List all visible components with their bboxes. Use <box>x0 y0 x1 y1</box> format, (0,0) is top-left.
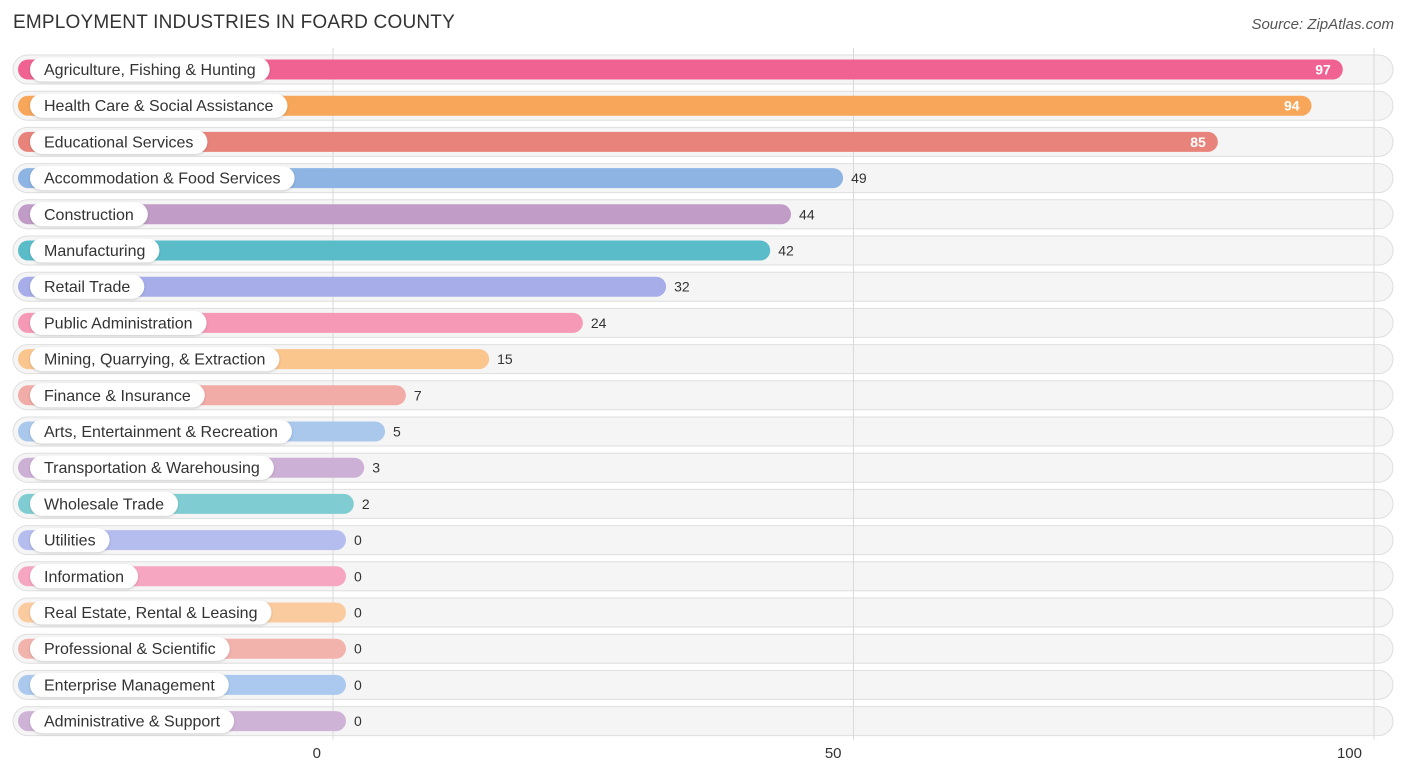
category-label: Agriculture, Fishing & Hunting <box>44 62 256 79</box>
category-label-pill <box>30 709 235 734</box>
value-label: 24 <box>591 315 607 331</box>
row-track <box>12 488 1394 519</box>
category-label-pill <box>30 202 148 227</box>
bar <box>18 131 1218 152</box>
category-label: Educational Services <box>44 134 193 151</box>
x-tick-label: 50 <box>825 745 842 762</box>
row-track <box>12 633 1394 664</box>
category-label-pill <box>30 564 139 589</box>
category-label-pill <box>30 129 208 154</box>
category-label: Transportation & Warehousing <box>44 460 260 477</box>
category-label: Utilities <box>44 533 96 550</box>
category-label: Health Care & Social Assistance <box>44 98 274 115</box>
value-label: 94 <box>1284 98 1300 114</box>
x-tick-label: 0 <box>313 745 321 762</box>
category-label: Manufacturing <box>44 243 145 260</box>
category-label: Retail Trade <box>44 279 130 296</box>
category-label-pill <box>30 347 280 372</box>
value-label: 0 <box>354 568 362 584</box>
row-track <box>12 597 1394 628</box>
category-label-pill <box>30 93 288 118</box>
category-label-pill <box>30 57 270 82</box>
value-label: 5 <box>393 424 401 440</box>
category-label: Administrative & Support <box>44 714 221 731</box>
value-label: 15 <box>497 351 513 367</box>
category-label: Public Administration <box>44 315 193 332</box>
value-label: 97 <box>1315 62 1331 78</box>
value-label: 2 <box>362 496 370 512</box>
value-label: 0 <box>354 713 362 729</box>
category-label: Construction <box>44 207 134 224</box>
x-tick-label: 100 <box>1337 745 1362 762</box>
category-label-pill <box>30 528 110 553</box>
category-label: Wholesale Trade <box>44 496 164 513</box>
category-label: Mining, Quarrying, & Extraction <box>44 352 265 369</box>
category-label-pill <box>30 491 179 516</box>
category-label: Information <box>44 569 124 586</box>
value-label: 0 <box>354 641 362 657</box>
value-label: 3 <box>372 460 380 476</box>
category-label: Real Estate, Rental & Leasing <box>44 605 257 622</box>
category-label: Finance & Insurance <box>44 388 191 405</box>
row-track <box>12 561 1394 592</box>
row-track <box>12 669 1394 700</box>
category-label: Arts, Entertainment & Recreation <box>44 424 278 441</box>
value-label: 85 <box>1190 134 1206 150</box>
category-label: Enterprise Management <box>44 677 215 694</box>
row-track <box>12 706 1394 737</box>
chart-title: EMPLOYMENT INDUSTRIES IN FOARD COUNTY <box>13 12 455 33</box>
category-label-pill <box>30 383 205 408</box>
value-label: 32 <box>674 279 690 295</box>
bar <box>18 276 667 297</box>
category-label-pill <box>30 672 229 697</box>
category-label-pill <box>30 310 207 335</box>
category-label-pill <box>30 636 230 661</box>
category-label-pill <box>30 238 160 263</box>
category-label-pill <box>30 419 292 444</box>
value-label: 7 <box>414 387 422 403</box>
bar <box>18 204 792 225</box>
category-label-pill <box>30 455 274 480</box>
category-label-pill <box>30 600 272 625</box>
source-label: Source: ZipAtlas.com <box>1251 16 1394 33</box>
bar <box>18 95 1312 116</box>
row-track <box>12 525 1394 556</box>
value-label: 42 <box>778 243 794 259</box>
category-label: Professional & Scientific <box>44 641 216 658</box>
category-label-pill <box>30 166 295 191</box>
value-label: 0 <box>354 677 362 693</box>
bar <box>18 240 771 261</box>
value-label: 0 <box>354 605 362 621</box>
bar <box>18 59 1343 80</box>
value-label: 44 <box>799 206 815 222</box>
value-label: 49 <box>851 170 867 186</box>
value-label: 0 <box>354 532 362 548</box>
category-label-pill <box>30 274 145 299</box>
category-label: Accommodation & Food Services <box>44 171 281 188</box>
